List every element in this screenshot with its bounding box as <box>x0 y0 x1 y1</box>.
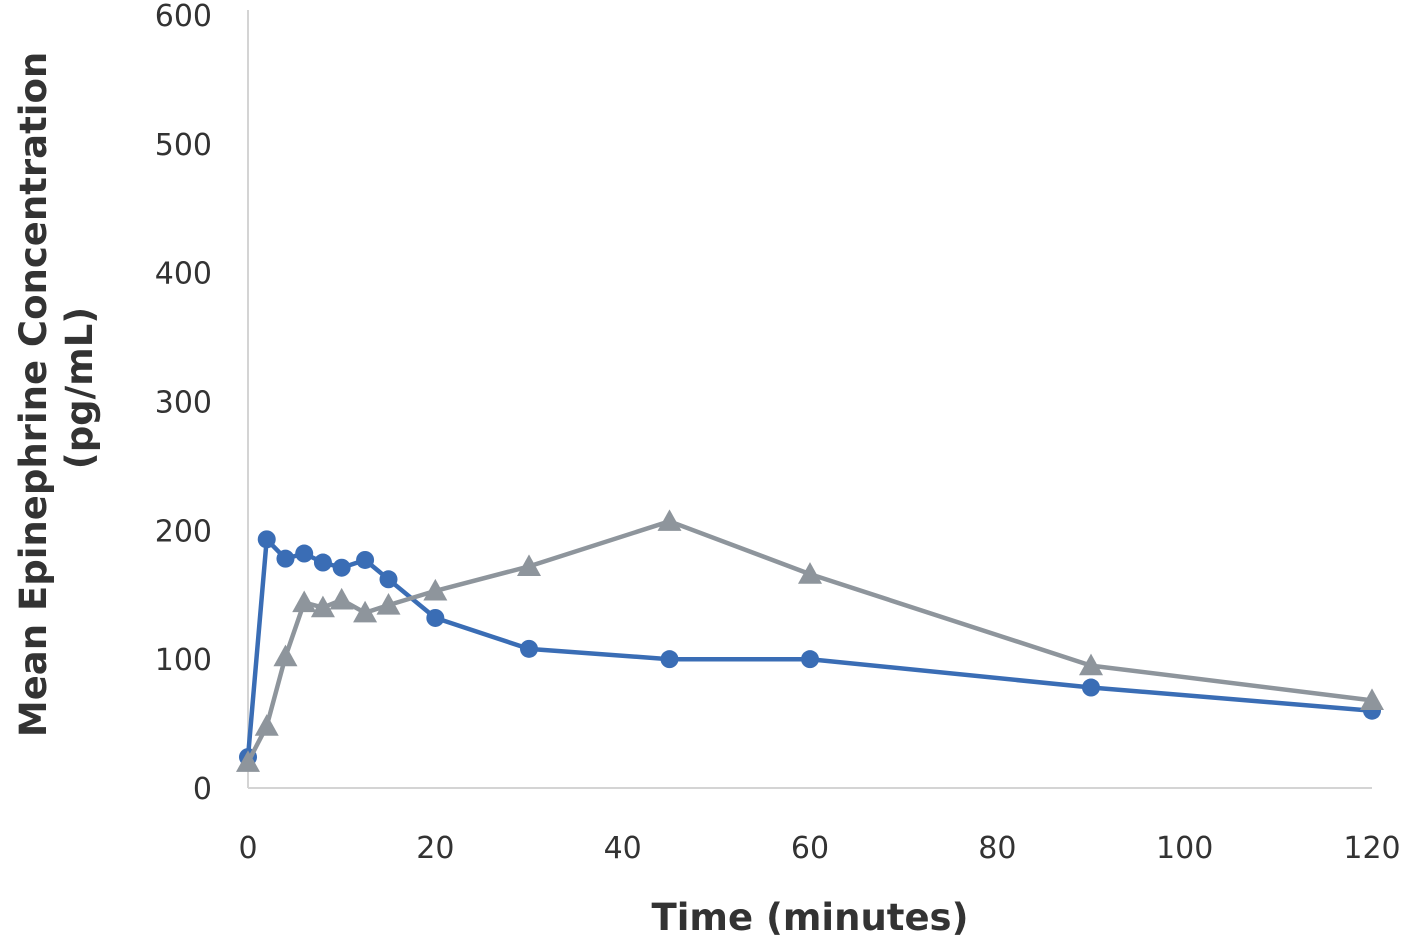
data-point-triangle <box>353 600 378 623</box>
data-point-circle <box>1082 678 1100 697</box>
series-2 <box>236 509 1384 772</box>
x-tick-label: 0 <box>238 831 257 866</box>
y-tick-label: 400 <box>155 257 212 292</box>
y-tick-label: 100 <box>155 643 212 678</box>
data-point-circle <box>257 530 276 549</box>
y-tick-label: 500 <box>155 128 212 163</box>
y-axis-title: Mean Epinephrine Concentration (pg/mL) <box>12 39 101 737</box>
x-tick-label: 40 <box>604 831 642 866</box>
data-point-triangle <box>254 714 279 736</box>
y-tick-label: 0 <box>193 772 212 807</box>
y-tick-labels: 0 100 200 300 400 500 600 <box>155 0 212 807</box>
data-point-circle <box>520 639 538 658</box>
data-point-triangle <box>517 554 541 577</box>
data-point-triangle <box>423 578 448 601</box>
x-tick-label: 20 <box>416 831 454 866</box>
x-axis-title: Time (minutes) <box>652 896 969 939</box>
data-point-triangle <box>329 587 354 610</box>
x-tick-label: 100 <box>1156 831 1213 866</box>
y-tick-label: 300 <box>155 386 212 421</box>
data-point-triangle <box>1360 688 1384 710</box>
y-tick-label: 200 <box>155 514 212 549</box>
data-point-triangle <box>376 593 401 615</box>
y-axis-title-line-2: (pg/mL) <box>58 307 101 469</box>
series-2-line <box>246 519 1373 764</box>
y-axis-title-line-1: Mean Epinephrine Concentration <box>12 52 55 737</box>
x-tick-label: 80 <box>978 831 1016 866</box>
data-point-circle <box>379 570 398 589</box>
data-point-circle <box>801 650 819 669</box>
data-point-circle <box>426 608 445 627</box>
x-tick-label: 60 <box>791 831 829 866</box>
data-point-circle <box>276 549 295 568</box>
data-point-circle <box>313 553 332 572</box>
data-point-triangle <box>657 509 682 531</box>
series-1 <box>239 530 1381 767</box>
y-tick-label: 600 <box>155 0 212 34</box>
data-point-triangle <box>310 595 335 618</box>
data-point-triangle <box>292 590 317 613</box>
data-point-triangle <box>273 644 298 667</box>
data-point-circle <box>356 550 375 569</box>
x-tick-labels: 0 20 40 60 80 100 120 <box>238 831 1400 866</box>
data-point-triangle <box>236 750 260 772</box>
data-point-circle <box>295 544 314 563</box>
series-layer <box>236 509 1384 772</box>
data-point-triangle <box>1079 653 1103 676</box>
data-point-triangle <box>798 562 822 584</box>
data-point-circle <box>332 558 351 577</box>
x-tick-label: 120 <box>1343 831 1400 866</box>
data-point-circle <box>660 650 679 669</box>
